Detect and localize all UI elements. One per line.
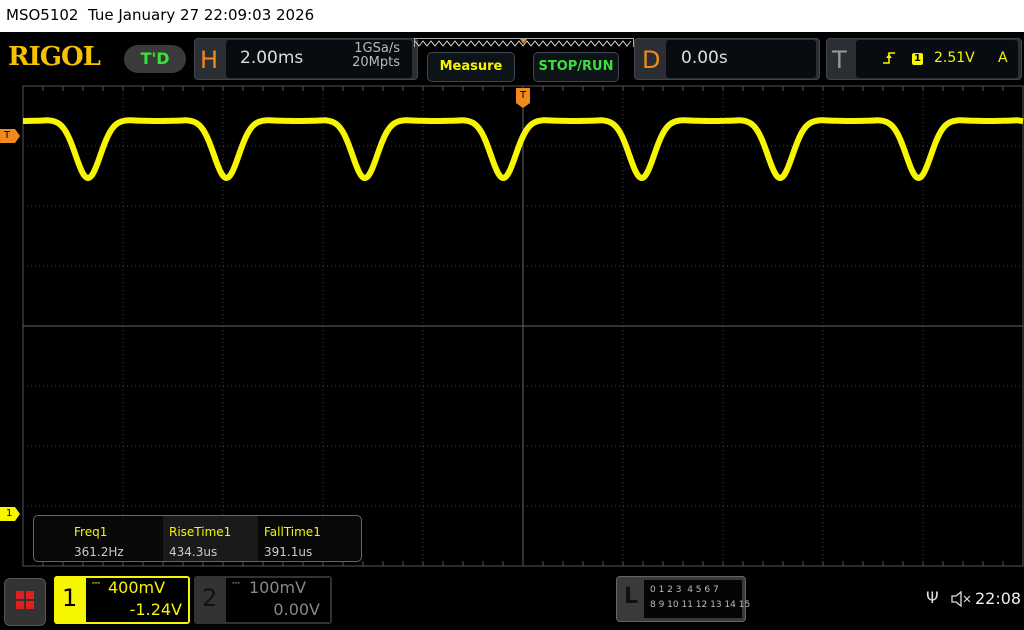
- trigger-inner: [856, 40, 1018, 78]
- title-bar: MSO5102 Tue January 27 22:09:03 2026: [0, 0, 1024, 32]
- delay-value: 0.00s: [681, 48, 728, 68]
- waveform-display[interactable]: [0, 84, 1024, 568]
- channel-2-offset: 0.00V: [273, 600, 320, 619]
- datetime: Tue January 27 22:09:03 2026: [88, 6, 315, 24]
- channel-2-inner: [226, 578, 330, 622]
- logic-inner: [644, 580, 742, 618]
- trigger-label: T: [832, 46, 847, 74]
- measurement-label: RiseTime1: [169, 525, 232, 539]
- delay-inner: [666, 40, 816, 78]
- menu-grid-icon: [16, 591, 34, 609]
- usb-icon: Ψ: [926, 588, 939, 607]
- run-state-badge: T'D: [124, 45, 186, 73]
- logic-channels: 0 1 2 3 4 5 6 7 8 9 10 11 12 13 14 15: [650, 583, 750, 613]
- sample-rate: 1GSa/s: [354, 41, 400, 56]
- trigger-source: 1: [912, 53, 923, 65]
- stop-run-button[interactable]: STOP/RUN: [533, 52, 619, 82]
- channel-1-offset: -1.24V: [129, 600, 182, 619]
- dc-coupling-icon: ⎓: [92, 578, 100, 589]
- measurement-freq: Freq1 361.2Hz: [68, 516, 163, 561]
- speaker-muted-icon[interactable]: [950, 590, 972, 608]
- trigger-position-marker[interactable]: T: [516, 88, 530, 108]
- model: MSO5102: [6, 6, 79, 24]
- timebase: 2.00ms: [240, 48, 304, 68]
- logic-row-1: 0 1 2 3 4 5 6 7: [650, 585, 719, 595]
- ch1-offset-marker[interactable]: 1: [0, 507, 20, 521]
- memory-overview-bar: [414, 38, 634, 47]
- memory-depth: 20Mpts: [352, 55, 400, 70]
- trigger-level-marker[interactable]: T: [0, 129, 20, 143]
- horizontal-label: H: [200, 46, 219, 74]
- dc-coupling-icon: ⎓: [232, 578, 240, 589]
- memory-trigger-marker: [520, 39, 527, 44]
- channel-1-number: 1: [62, 584, 78, 612]
- measurement-value: 434.3us: [169, 545, 218, 559]
- trigger-mode: A: [998, 50, 1008, 66]
- measurement-falltime: FallTime1 391.1us: [258, 516, 353, 561]
- measurement-label: FallTime1: [264, 525, 321, 539]
- logic-row-2: 8 9 10 11 12 13 14 15: [650, 600, 751, 610]
- acquisition-info: 1GSa/s 20Mpts: [336, 42, 400, 70]
- clock: 22:08: [975, 589, 1022, 608]
- logic-label: L: [624, 584, 639, 609]
- trigger-level: 2.51V: [934, 50, 975, 66]
- measurement-value: 391.1us: [264, 545, 313, 559]
- measurement-label: Freq1: [74, 525, 108, 539]
- horizontal-inner: [226, 40, 412, 78]
- measurement-value: 361.2Hz: [74, 545, 124, 559]
- measure-button[interactable]: Measure: [427, 52, 515, 82]
- channel-1-waveform: [21, 117, 1024, 181]
- measurement-risetime: RiseTime1 434.3us: [163, 516, 258, 561]
- channel-2-scale: 100mV: [249, 578, 307, 597]
- rigol-logo: RIGOL: [8, 42, 101, 72]
- measurement-panel: Freq1 361.2Hz RiseTime1 434.3us FallTime1 3…: [33, 515, 362, 562]
- delay-label: D: [642, 46, 661, 74]
- rising-edge-icon: [883, 52, 895, 64]
- channel-2-number: 2: [202, 584, 218, 612]
- channel-1-inner: [86, 578, 188, 622]
- channel-1-scale: 400mV: [108, 578, 166, 597]
- main-menu-button[interactable]: [4, 578, 46, 626]
